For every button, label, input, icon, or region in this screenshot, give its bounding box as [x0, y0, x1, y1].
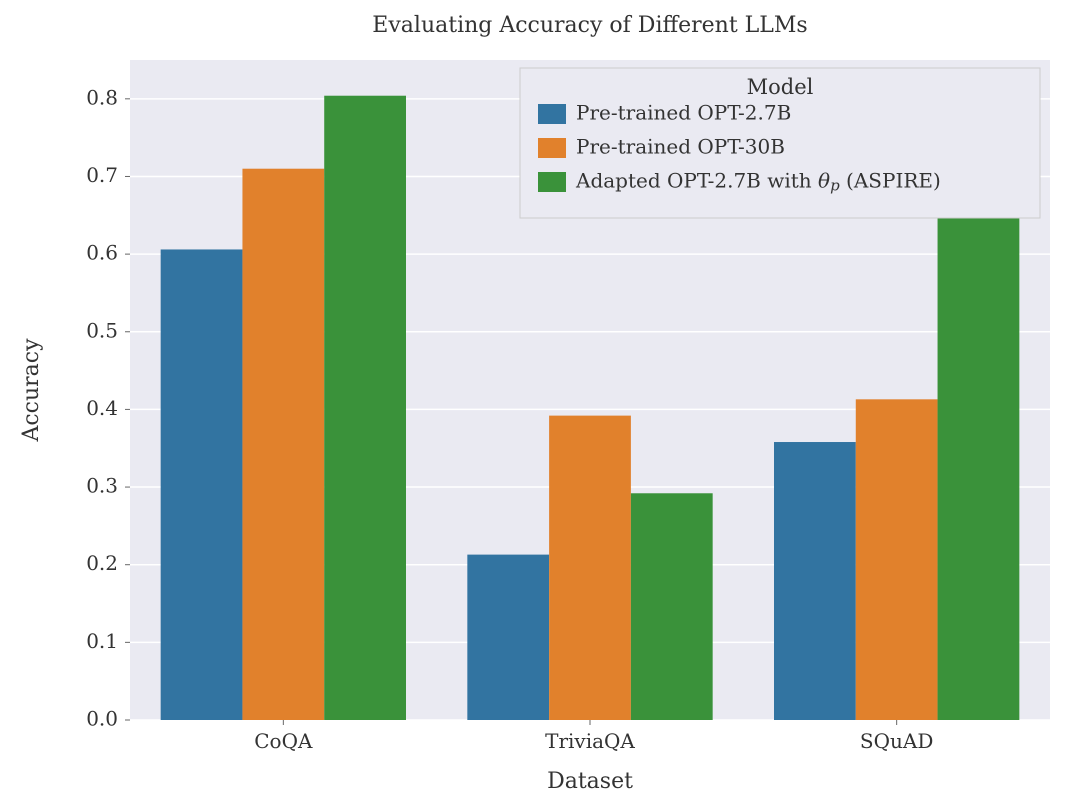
legend-swatch — [538, 138, 566, 158]
y-tick-label: 0.6 — [86, 241, 118, 265]
chart-container: 0.0 0.1 0.2 0.3 0.4 0.5 0.6 0.7 0.8 CoQA TriviaQA S… — [0, 0, 1080, 810]
bar — [161, 249, 243, 720]
bar — [242, 169, 324, 720]
y-tick-label: 0.7 — [86, 163, 118, 187]
bar — [631, 493, 713, 720]
legend-title: Model — [747, 75, 814, 99]
chart-svg: 0.0 0.1 0.2 0.3 0.4 0.5 0.6 0.7 0.8 CoQA TriviaQA S… — [0, 0, 1080, 810]
y-tick-label: 0.3 — [86, 474, 118, 498]
legend-label: Pre-trained OPT-2.7B — [576, 101, 791, 125]
y-axis-label: Accuracy — [19, 338, 44, 443]
y-tick-label: 0.4 — [86, 396, 118, 420]
legend-label: Adapted OPT-2.7B with θp (ASPIRE) — [575, 169, 941, 195]
legend: ModelPre-trained OPT-2.7B Pre-trained OPT… — [520, 68, 1040, 218]
bar — [324, 96, 406, 720]
y-tick-label: 0.2 — [86, 551, 118, 575]
y-tick-label: 0.8 — [86, 85, 118, 109]
legend-swatch — [538, 172, 566, 192]
y-tick-label: 0.5 — [86, 318, 118, 342]
x-tick-label: CoQA — [254, 729, 313, 753]
legend-label: Pre-trained OPT-30B — [576, 135, 785, 159]
x-tick-label: TriviaQA — [545, 729, 635, 753]
y-tick-label: 0.0 — [86, 707, 118, 731]
bar — [856, 399, 938, 720]
legend-swatch — [538, 104, 566, 124]
bar — [549, 416, 631, 720]
bar — [774, 442, 856, 720]
x-axis-label: Dataset — [547, 769, 633, 794]
bar — [467, 555, 549, 720]
y-tick-label: 0.1 — [86, 629, 118, 653]
chart-title: Evaluating Accuracy of Different LLMs — [372, 13, 807, 38]
x-tick-label: SQuAD — [860, 729, 933, 753]
